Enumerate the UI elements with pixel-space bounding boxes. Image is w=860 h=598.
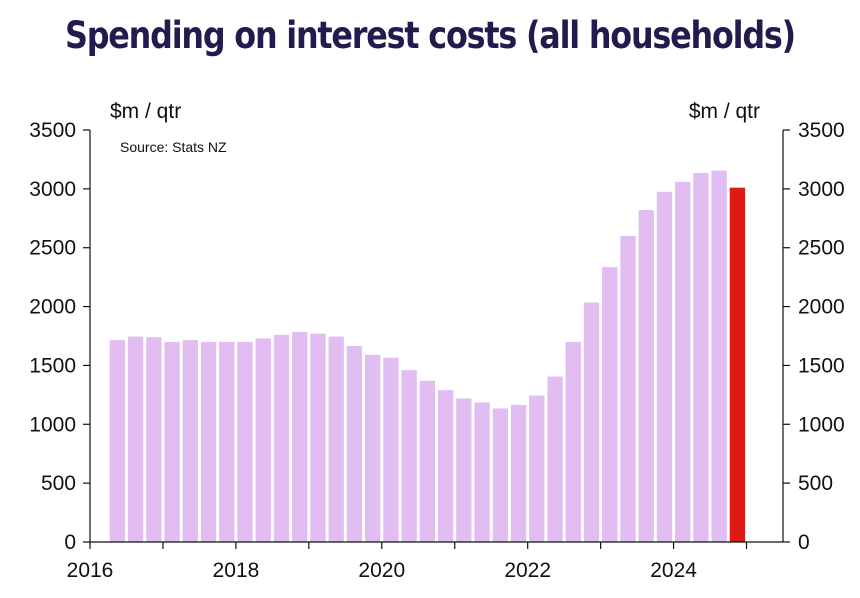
x-tick-label: 2022 xyxy=(504,559,551,582)
bar-2021Q2 xyxy=(474,402,490,542)
bar-2018Q3 xyxy=(273,334,290,542)
bar-2022Q2 xyxy=(547,376,563,542)
bar-2019Q1 xyxy=(310,333,326,542)
y-axis-label-right: $m / qtr xyxy=(689,100,760,123)
bar-2017Q2 xyxy=(182,340,198,542)
x-tick-label: 2020 xyxy=(358,559,405,582)
bar-2021Q3 xyxy=(492,408,508,542)
bar-2024Q2 xyxy=(693,172,709,542)
y-tick-label-right: 1000 xyxy=(798,413,845,436)
bar-2021Q4 xyxy=(510,404,527,542)
bar-2024Q3 xyxy=(711,170,727,543)
bar-2023Q2 xyxy=(620,235,636,542)
y-tick-label-right: 2500 xyxy=(798,237,845,260)
bar-2019Q4 xyxy=(365,354,381,542)
bar-2016Q2 xyxy=(109,340,126,542)
source-note: Source: Stats NZ xyxy=(120,139,227,155)
x-tick-label: 2018 xyxy=(213,559,260,582)
y-tick-label-left: 3000 xyxy=(29,178,76,201)
y-tick-label-left: 1000 xyxy=(29,413,76,436)
bar-2018Q1 xyxy=(237,341,253,542)
y-tick-label-left: 1500 xyxy=(29,354,76,377)
bar-2022Q3 xyxy=(565,341,581,542)
bar-2019Q2 xyxy=(328,336,344,542)
y-tick-label-right: 3000 xyxy=(798,178,845,201)
y-tick-label-left: 0 xyxy=(64,531,76,554)
bars-group xyxy=(109,170,746,543)
y-tick-label-left: 2500 xyxy=(29,237,76,260)
bar-2018Q2 xyxy=(255,338,271,542)
y-tick-label-right: 500 xyxy=(798,472,833,495)
bar-2024Q4 xyxy=(729,187,746,542)
bar-2020Q3 xyxy=(419,380,436,542)
bar-2019Q3 xyxy=(346,346,363,542)
bar-2020Q4 xyxy=(437,390,454,542)
bar-2017Q4 xyxy=(219,341,235,542)
y-tick-label-left: 3500 xyxy=(29,119,76,142)
y-tick-label-left: 2000 xyxy=(29,296,76,319)
bar-2018Q4 xyxy=(292,331,308,542)
bar-2023Q4 xyxy=(656,191,673,543)
y-tick-label-right: 0 xyxy=(798,531,810,554)
bar-2023Q1 xyxy=(602,267,618,542)
y-tick-label-right: 3500 xyxy=(798,119,845,142)
bar-2016Q4 xyxy=(146,337,162,542)
x-tick-label: 2016 xyxy=(67,559,114,582)
bar-2020Q1 xyxy=(383,357,399,542)
y-tick-label-right: 1500 xyxy=(798,354,845,377)
bar-2022Q4 xyxy=(583,302,600,542)
x-tick-label: 2024 xyxy=(650,559,697,582)
axes-group: 0 0 500 500 1000 1000 1500 1500 2000 2000 2500 2500… xyxy=(29,119,844,582)
bar-2023Q3 xyxy=(638,210,654,543)
y-tick-label-left: 500 xyxy=(41,472,76,495)
bar-2020Q2 xyxy=(401,370,417,542)
bar-2017Q3 xyxy=(200,341,217,542)
bar-2016Q3 xyxy=(127,336,144,542)
bar-2024Q1 xyxy=(675,181,691,543)
bar-2017Q1 xyxy=(164,341,180,542)
bar-2022Q1 xyxy=(529,395,545,542)
chart-title: Spending on interest costs (all househol… xyxy=(65,14,796,57)
bar-2021Q1 xyxy=(456,398,472,542)
y-tick-label-right: 2000 xyxy=(798,296,845,319)
y-axis-label-left: $m / qtr xyxy=(110,100,181,123)
